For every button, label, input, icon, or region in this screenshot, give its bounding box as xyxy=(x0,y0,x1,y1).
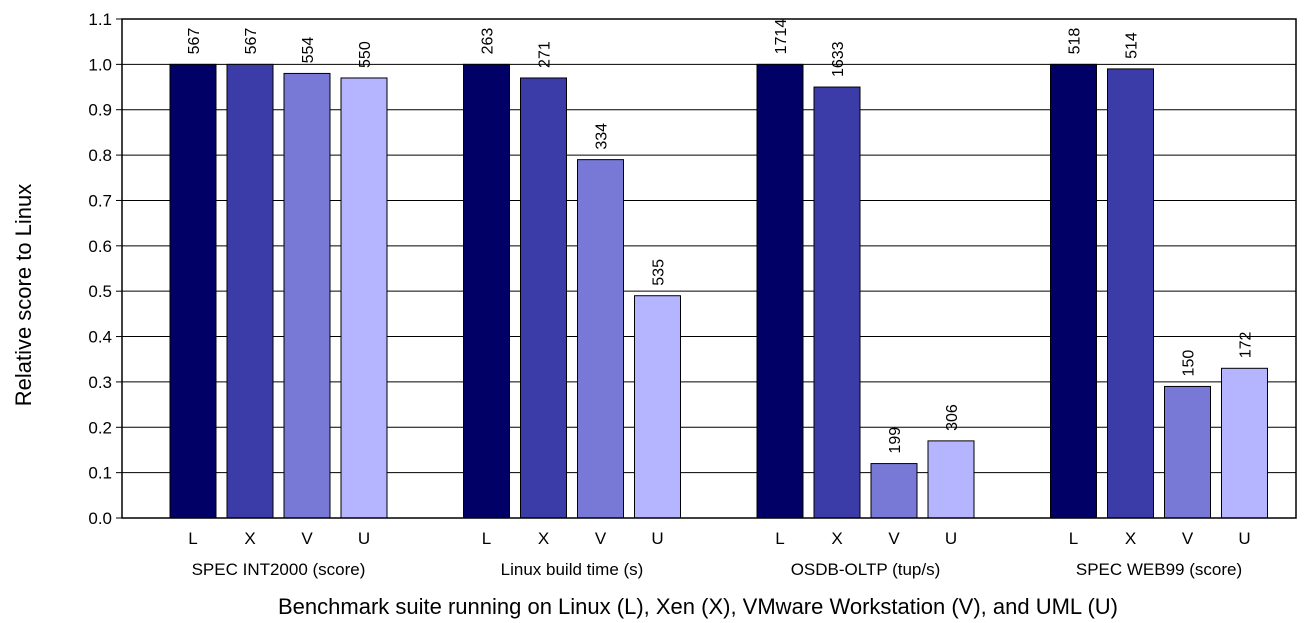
bar xyxy=(870,463,918,519)
bar xyxy=(813,86,861,519)
series-tick-label: X xyxy=(1125,529,1136,548)
bar xyxy=(520,77,567,519)
data-label: 271 xyxy=(537,41,554,68)
plot-frame xyxy=(121,18,1297,519)
bar xyxy=(1050,63,1097,519)
data-label: 150 xyxy=(1181,350,1198,377)
series-tick-label: L xyxy=(188,529,197,548)
series-tick-label: U xyxy=(358,529,370,548)
bar xyxy=(634,295,681,519)
data-label: 172 xyxy=(1238,332,1255,359)
bar xyxy=(463,63,510,519)
y-tick-label: 0.7 xyxy=(88,191,112,210)
data-label: 567 xyxy=(186,28,203,55)
y-tick-label: 0.2 xyxy=(88,418,112,437)
group-label: SPEC WEB99 (score) xyxy=(1076,560,1242,579)
y-tick-label: 0.5 xyxy=(88,282,112,301)
y-tick-label: 0.3 xyxy=(88,373,112,392)
x-axis-title: Benchmark suite running on Linux (L), Xe… xyxy=(278,594,1118,619)
series-tick-label: X xyxy=(244,529,255,548)
series-tick-label: V xyxy=(1182,529,1194,548)
data-label: 199 xyxy=(887,427,904,454)
series-tick-label: L xyxy=(482,529,491,548)
bar xyxy=(1221,367,1268,519)
group-label: SPEC INT2000 (score) xyxy=(192,560,366,579)
series-tick-label: V xyxy=(301,529,313,548)
y-axis-title: Relative score to Linux xyxy=(11,184,36,407)
data-label: 1633 xyxy=(830,41,847,77)
y-tick-label: 0.1 xyxy=(88,464,112,483)
data-label: 1714 xyxy=(773,19,790,55)
bar xyxy=(1107,68,1154,519)
axes xyxy=(121,18,1297,519)
bar xyxy=(283,72,331,519)
data-label: 535 xyxy=(651,259,668,286)
series-tick-label: X xyxy=(538,529,549,548)
series-tick-label: U xyxy=(1238,529,1250,548)
bar xyxy=(577,159,624,519)
group-label: Linux build time (s) xyxy=(501,560,644,579)
bars: 567 567 554 550 263 271 334 535 1714 1633 199 306 51… xyxy=(169,19,1268,519)
data-label: 567 xyxy=(243,28,260,55)
series-tick-label: X xyxy=(831,529,842,548)
bar xyxy=(226,63,274,519)
y-tick-label: 1.0 xyxy=(88,55,112,74)
y-tick-label: 1.1 xyxy=(88,10,112,29)
y-tick-label: 0.0 xyxy=(88,509,112,528)
series-tick-label: L xyxy=(775,529,784,548)
y-tick-label: 0.6 xyxy=(88,237,112,256)
series-tick-label: L xyxy=(1069,529,1078,548)
group-label: OSDB-OLTP (tup/s) xyxy=(791,560,941,579)
bar xyxy=(927,440,975,519)
y-tick-label: 0.4 xyxy=(88,328,112,347)
bar xyxy=(169,63,217,519)
data-label: 554 xyxy=(300,37,317,64)
y-tick-label: 0.8 xyxy=(88,146,112,165)
bar xyxy=(756,63,804,519)
bar xyxy=(340,77,388,519)
data-label: 518 xyxy=(1067,28,1084,55)
series-tick-label: U xyxy=(651,529,663,548)
data-label: 263 xyxy=(480,28,497,55)
series-tick-label: U xyxy=(945,529,957,548)
bar xyxy=(1164,385,1211,519)
series-tick-label: V xyxy=(595,529,607,548)
data-label: 514 xyxy=(1124,32,1141,59)
data-label: 334 xyxy=(594,123,611,150)
y-axis-ticks: 0.0 0.1 0.2 0.3 0.4 0.5 0.6 0.7 0.8 0.9 1.0 1.1 xyxy=(88,10,122,528)
data-label: 550 xyxy=(357,41,374,68)
series-tick-label: V xyxy=(888,529,900,548)
y-tick-label: 0.9 xyxy=(88,101,112,120)
data-label: 306 xyxy=(944,404,961,431)
x-axis-categories: L X V U SPEC INT2000 (score) L X V U Linux build … xyxy=(188,529,1250,579)
